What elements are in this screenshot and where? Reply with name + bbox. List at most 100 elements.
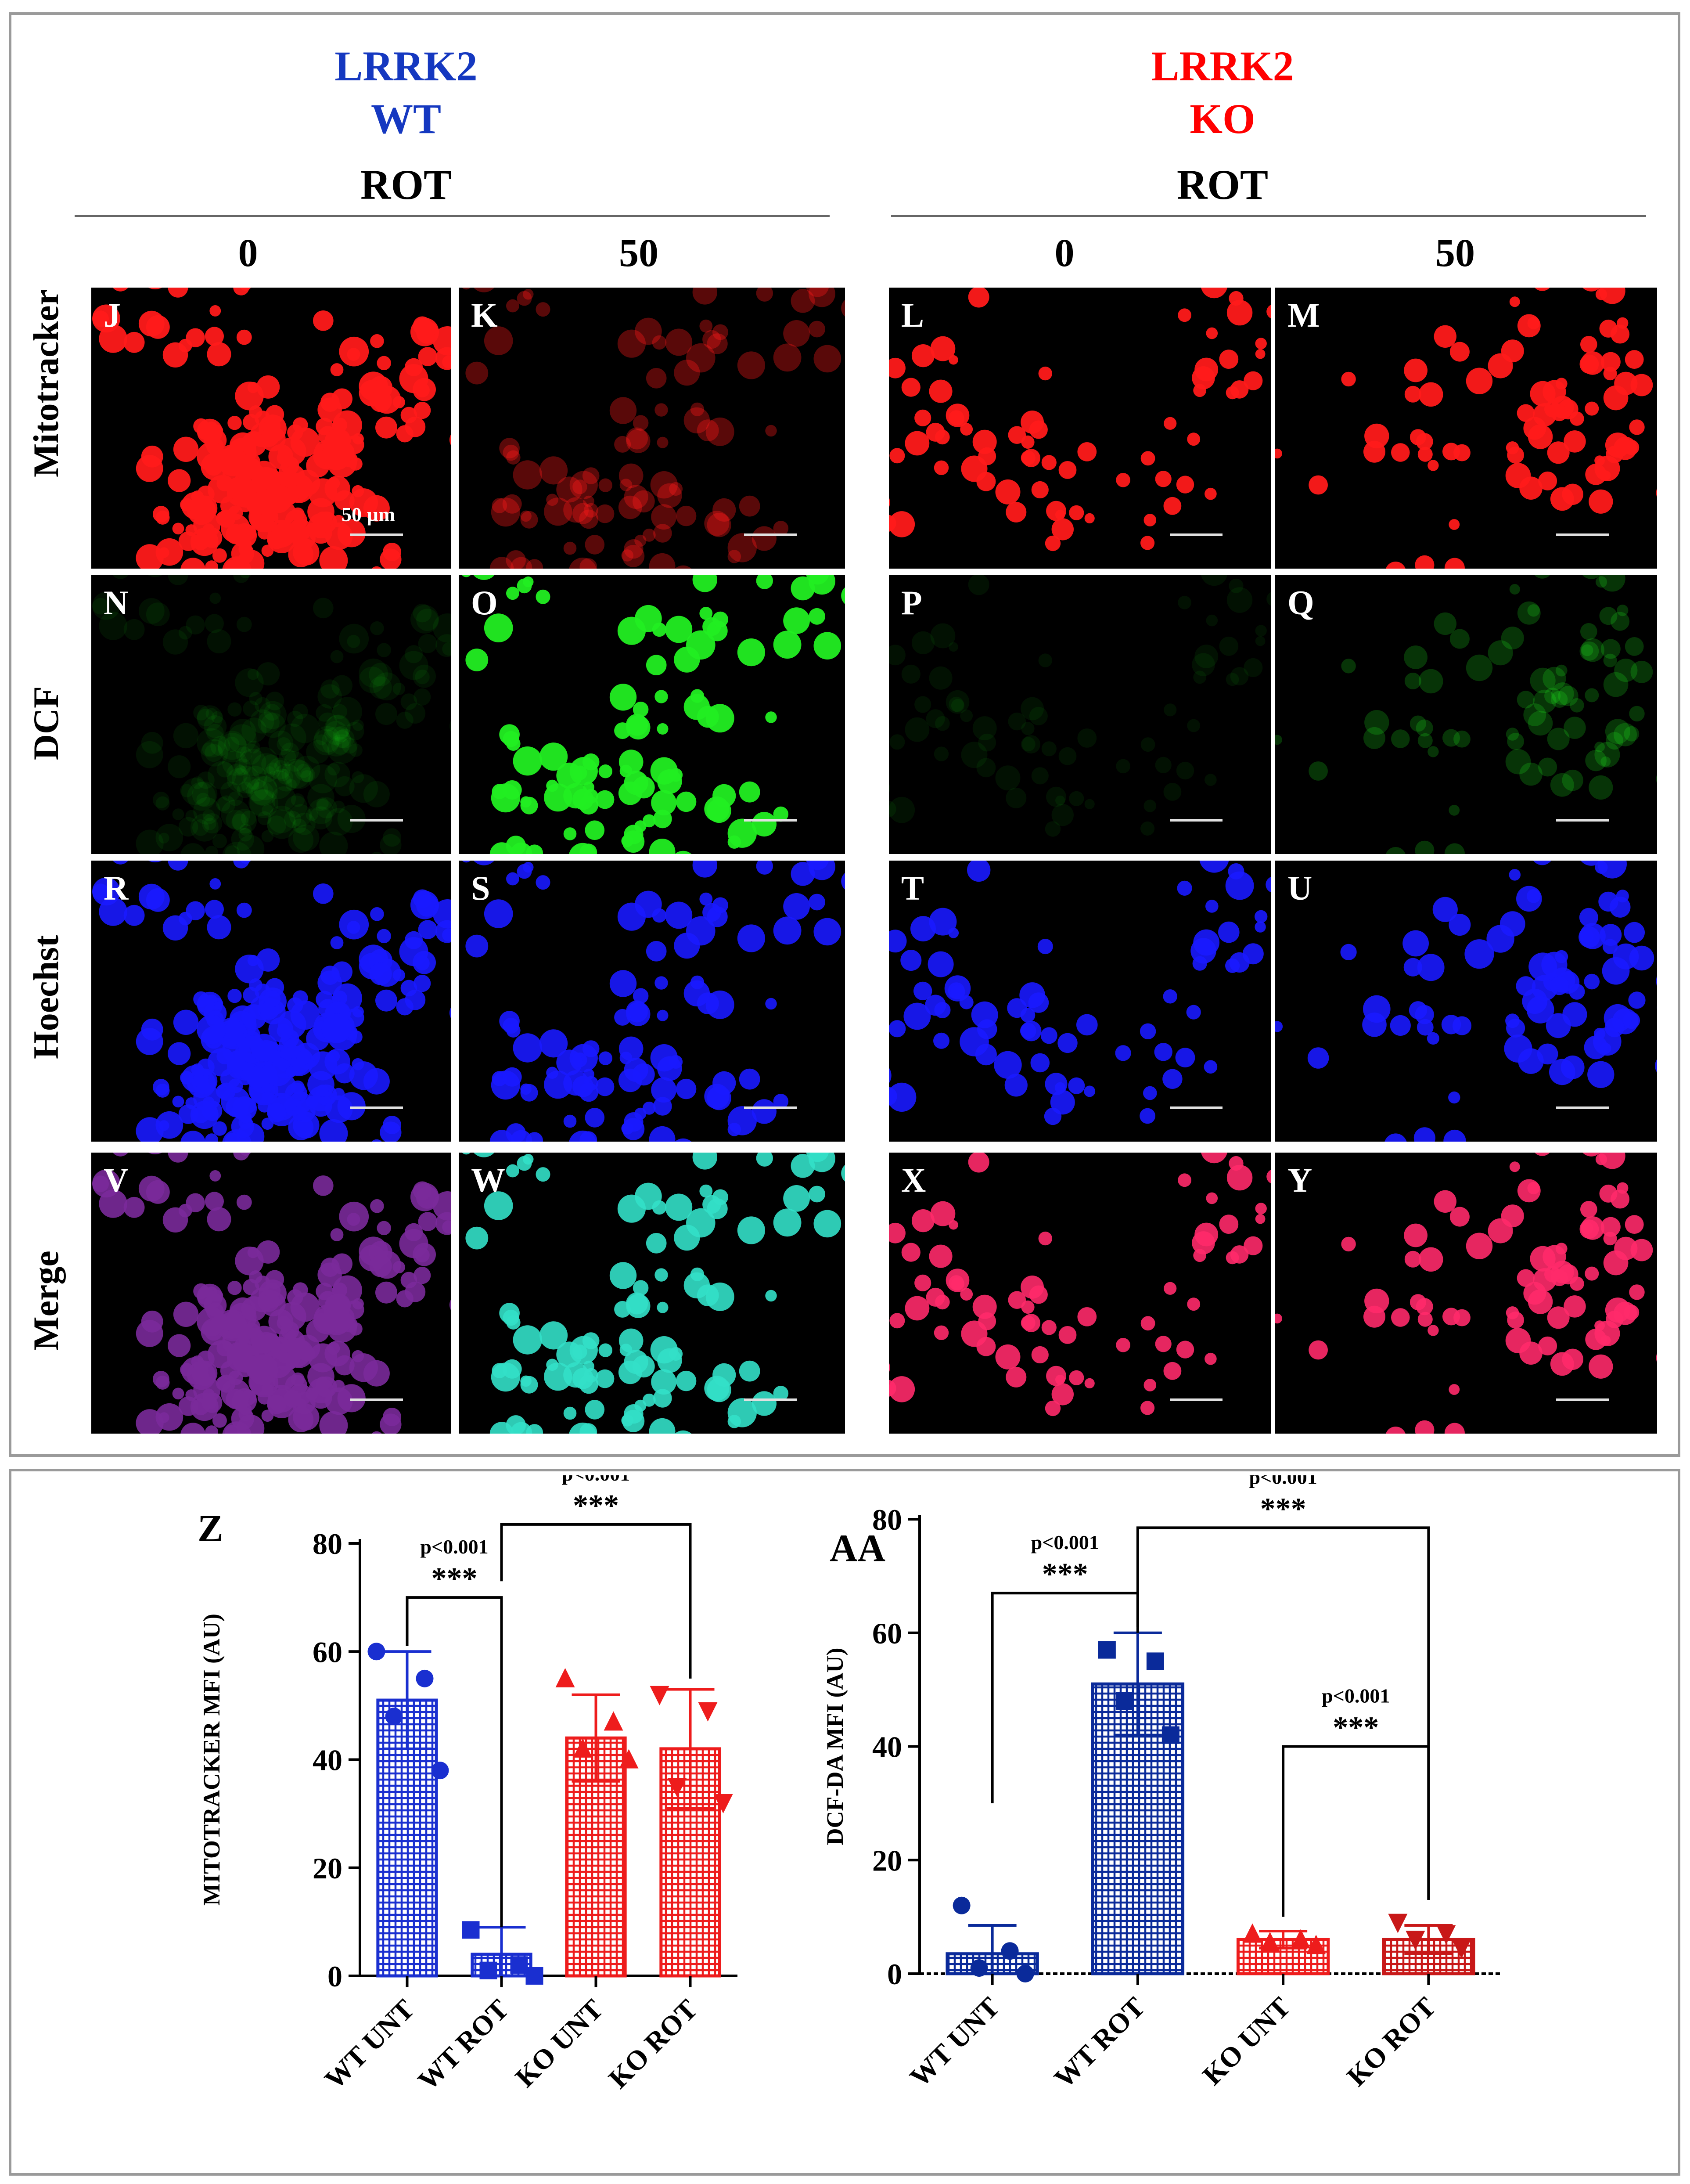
scale-bar: [1170, 533, 1223, 536]
panel-o-dcf: O: [459, 575, 845, 854]
scale-bar: [1170, 1106, 1223, 1109]
data-point: [953, 1896, 971, 1914]
data-point: [525, 1967, 543, 1985]
data-point: [385, 1708, 403, 1725]
x-tick-label: KO ROT: [1341, 1991, 1442, 2092]
row-label-merge: Merge: [26, 1251, 66, 1351]
panel-v-merge: V: [91, 1153, 451, 1434]
treatment-rule-ko: [891, 215, 1646, 217]
data-point: [555, 1668, 575, 1687]
y-tick-label: 40: [313, 1744, 342, 1777]
panel-r-hoechst: R: [91, 861, 451, 1142]
row-label-mitotracker: Mitotracker: [26, 289, 66, 477]
panel-l-mitotracker: L: [889, 288, 1271, 569]
data-point: [970, 1959, 988, 1977]
panel-t-hoechst: T: [889, 861, 1271, 1142]
group-ko-line1: LRRK2: [1151, 43, 1294, 90]
x-tick-label: KO UNT: [1197, 1991, 1296, 2091]
panel-letter: U: [1287, 869, 1312, 907]
group-wt-line2: WT: [370, 95, 442, 142]
significance-stars: ***: [1260, 1492, 1306, 1526]
charts-frame: [9, 1469, 1680, 2176]
panel-letter: M: [1287, 296, 1320, 334]
data-point: [1406, 1931, 1425, 1950]
y-tick-label: 0: [887, 1957, 902, 1991]
data-point: [1146, 1652, 1164, 1670]
y-tick-label: 80: [313, 1527, 342, 1561]
treatment-label-ko: ROT: [1176, 161, 1269, 208]
x-tick-label: WT UNT: [319, 1993, 421, 2095]
data-point: [1388, 1914, 1408, 1933]
y-tick-label: 0: [327, 1960, 342, 1993]
data-point: [1452, 1939, 1471, 1959]
panel-letter: P: [901, 584, 922, 622]
scale-bar: [350, 819, 403, 822]
p-value-label: p<0.001: [1031, 1531, 1099, 1553]
data-point: [650, 1686, 669, 1705]
scale-bar: [744, 1106, 797, 1109]
p-value-label: p<0.001: [1322, 1685, 1390, 1707]
data-point: [604, 1711, 623, 1731]
panel-y-merge: Y: [1275, 1153, 1657, 1434]
data-point: [1161, 1726, 1179, 1744]
dose-label-ko-50: 50: [1435, 231, 1475, 275]
data-point: [479, 1961, 497, 1979]
panel-letter: N: [104, 584, 129, 622]
group-ko-line2: KO: [1190, 95, 1255, 142]
x-tick-label: WT ROT: [412, 1993, 514, 2096]
dose-label-wt-50: 50: [619, 231, 658, 275]
scale-bar: [1556, 533, 1609, 536]
panel-letter: O: [471, 584, 498, 622]
scale-bar: [350, 1398, 403, 1401]
data-point: [1436, 1925, 1456, 1945]
y-tick-label: 80: [872, 1503, 902, 1536]
scale-bar: [1556, 819, 1609, 822]
y-tick-label: 20: [313, 1852, 342, 1885]
data-point: [698, 1702, 718, 1722]
data-point: [1098, 1641, 1116, 1659]
x-tick-label: KO ROT: [602, 1993, 703, 2094]
panel-n-dcf: N: [91, 575, 451, 854]
panel-u-hoechst: U: [1275, 861, 1657, 1142]
treatment-label-wt: ROT: [360, 161, 452, 208]
panel-letter: S: [471, 869, 490, 907]
y-axis-label: MITOTRACKER MFI (AU): [198, 1614, 225, 1906]
panel-letter: T: [901, 869, 924, 907]
row-label-dcf: DCF: [26, 686, 66, 760]
scale-bar: [744, 533, 797, 536]
scale-bar-label: 50 µm: [342, 503, 396, 526]
panel-p-dcf: P: [889, 575, 1271, 854]
scale-bar: [744, 819, 797, 822]
panel-letter: K: [471, 296, 498, 334]
data-point: [462, 1921, 480, 1939]
scale-bar: [744, 1398, 797, 1401]
data-point: [1291, 1929, 1311, 1949]
scale-bar: [1170, 1398, 1223, 1401]
panel-x-merge: X: [889, 1153, 1271, 1434]
y-tick-label: 40: [872, 1730, 902, 1764]
panel-m-mitotracker: M: [1275, 288, 1657, 569]
data-point: [367, 1643, 385, 1661]
significance-bracket: [1282, 1745, 1430, 1917]
panel-letter: J: [104, 296, 121, 334]
significance-bracket: [1136, 1526, 1430, 1900]
panel-letter: X: [901, 1161, 926, 1199]
row-label-hoechst: Hoechst: [26, 935, 66, 1059]
data-point: [1243, 1923, 1262, 1943]
panel-letter: W: [471, 1161, 505, 1199]
scale-bar: [1556, 1106, 1609, 1109]
panel-letter: V: [104, 1161, 129, 1199]
data-point: [1306, 1935, 1326, 1954]
data-point: [416, 1669, 434, 1687]
panel-q-dcf: Q: [1275, 575, 1657, 854]
chart-dcf-da: AA 0 20 40 60 80 DCF-DA MFI (AU) WT UNT WT ROT KO…: [822, 1475, 1501, 2094]
treatment-rule-wt: [75, 215, 830, 217]
significance-stars: ***: [1333, 1711, 1379, 1745]
dose-label-wt-0: 0: [238, 231, 258, 275]
y-tick-label: 20: [872, 1844, 902, 1877]
group-wt-line1: LRRK2: [334, 43, 478, 90]
data-point: [510, 1956, 528, 1974]
panel-letter: L: [901, 296, 924, 334]
data-point: [431, 1762, 449, 1780]
